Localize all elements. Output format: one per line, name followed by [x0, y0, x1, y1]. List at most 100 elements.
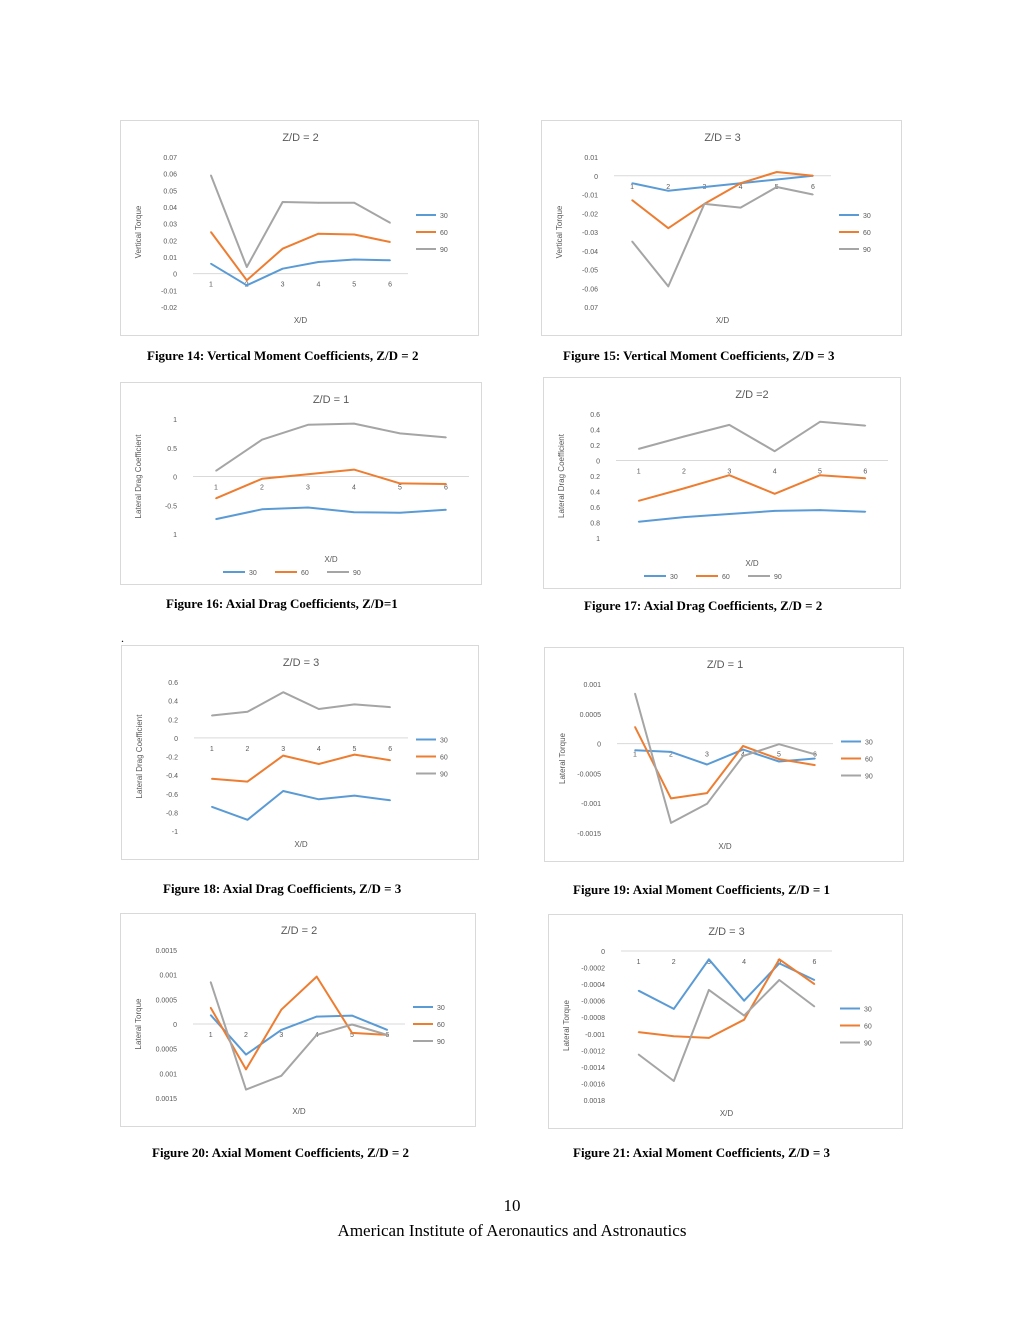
data-point-30: [245, 284, 248, 287]
y-tick-label: -0.0002: [581, 966, 605, 973]
chart-fig19: Z/D = 1 0.001 0.0005 0 -0.0005 -0.001 -0.0015 1…: [544, 647, 904, 862]
y-tick-label: -0.001: [581, 801, 601, 808]
data-point-90: [739, 206, 742, 209]
data-point-90: [703, 203, 706, 205]
x-tick-label: 6: [388, 746, 392, 753]
data-point-90: [389, 222, 391, 224]
data-point-90: [775, 186, 778, 188]
data-point-30: [386, 1029, 389, 1031]
caption-fig20: Figure 20: Axial Moment Coefficients, Z/…: [152, 1145, 410, 1160]
y-axis-title: Lateral Drag Coefficient: [135, 714, 144, 799]
chart-title: Z/D = 1: [707, 659, 743, 671]
x-tick-label: 2: [672, 959, 676, 966]
data-point-60: [351, 1032, 353, 1034]
legend-label: 30: [670, 574, 678, 581]
y-tick-label: -0.001: [585, 1032, 605, 1039]
data-point-60: [775, 171, 778, 173]
data-point-90: [353, 703, 356, 706]
legend-label: 30: [440, 738, 448, 745]
y-axis-title: Lateral Drag Coefficient: [134, 434, 143, 519]
x-tick-label: 6: [444, 485, 448, 492]
x-tick-label: 4: [317, 746, 321, 753]
data-point-90: [683, 435, 685, 438]
caption-fig17: Figure 17: Axial Drag Coefficients, Z/D …: [584, 598, 823, 613]
y-tick-label: -0.8: [166, 810, 178, 817]
y-tick-label: -0.0012: [581, 1048, 605, 1055]
x-axis-title: X/D: [718, 842, 732, 851]
data-point-90: [315, 1034, 318, 1036]
x-axis-title: X/D: [745, 559, 759, 568]
data-point-30: [445, 509, 447, 511]
y-tick-label: 0: [597, 742, 601, 749]
x-axis-title: X/D: [716, 316, 730, 325]
x-tick-label: 4: [742, 959, 746, 966]
chart-fig15: Z/D = 3 0.01 0 -0.01 -0.02 -0.03 -0.04 -0.05 -0.…: [541, 120, 902, 336]
chart-fig18-svg: Z/D = 3 0.6 0.4 0.2 0 -0.2 -0.4 -0.6 -0.8 -1 1 2 3 4 5…: [135, 657, 448, 849]
legend-label: 90: [440, 772, 448, 779]
data-point-60: [672, 1035, 675, 1038]
y-axis-title: Vertical Torque: [555, 205, 564, 258]
stray-mark: .: [121, 631, 124, 645]
y-tick-label: 1: [173, 532, 177, 539]
data-point-60: [282, 754, 284, 757]
y-tick-label: 0.8: [590, 521, 600, 528]
series-line-90: [638, 420, 866, 453]
x-tick-label: 4: [352, 485, 356, 492]
data-point-30: [864, 510, 867, 513]
y-tick-label: -0.02: [161, 305, 177, 312]
x-tick-label: 3: [707, 959, 711, 966]
legend-label: 90: [440, 247, 448, 254]
y-tick-label: -0.2: [166, 755, 178, 762]
data-point-90: [819, 420, 821, 423]
y-tick-label: 1: [596, 536, 600, 543]
data-point-90: [742, 755, 744, 757]
series-line-60: [638, 958, 815, 1039]
x-tick-label: 1: [209, 1032, 213, 1039]
series-line-30: [638, 509, 866, 523]
legend-label: 30: [437, 1005, 445, 1012]
data-point-30: [637, 989, 640, 992]
y-tick-label: 0.5: [167, 446, 177, 453]
series-line-60: [634, 726, 816, 800]
data-point-30: [210, 262, 212, 265]
legend-label: 60: [440, 755, 448, 762]
data-point-90: [778, 743, 780, 745]
data-point-90: [445, 436, 447, 439]
data-point-30: [246, 819, 249, 821]
y-tick-label: 0.0005: [580, 712, 602, 719]
y-tick-label: 0: [174, 736, 178, 743]
x-tick-label: 1: [209, 282, 213, 289]
x-axis-title: X/D: [292, 1107, 306, 1116]
x-tick-label: 1: [637, 469, 641, 476]
data-point-90: [246, 711, 249, 713]
data-point-60: [778, 958, 781, 961]
y-tick-label: -0.06: [582, 286, 598, 293]
chart-fig21-svg: Z/D = 3 0 -0.0002 -0.0004 -0.0006 -0.0008 -0.0…: [562, 926, 872, 1118]
y-tick-label: 0: [594, 174, 598, 181]
y-tick-label: -0.05: [582, 268, 598, 275]
data-point-30: [353, 794, 356, 797]
x-tick-label: 2: [244, 1032, 248, 1039]
data-point-60: [813, 983, 816, 985]
x-tick-label: 1: [214, 485, 218, 492]
chart-fig19-svg: Z/D = 1 0.001 0.0005 0 -0.0005 -0.001 -0.0015 1…: [558, 659, 873, 851]
chart-title: Z/D = 2: [281, 925, 317, 937]
x-axis-title: X/D: [294, 316, 308, 325]
legend-label: 30: [864, 1007, 872, 1014]
data-point-30: [389, 799, 391, 802]
y-tick-label: -0.0006: [581, 999, 605, 1006]
y-tick-label: -0.0015: [577, 831, 601, 838]
data-point-60: [245, 1068, 247, 1071]
y-tick-label: -0.0005: [577, 771, 601, 778]
data-point-30: [318, 798, 320, 801]
y-axis-title: Lateral Torque: [134, 998, 143, 1050]
data-point-30: [672, 1008, 675, 1010]
data-point-90: [728, 424, 731, 426]
legend-label: 30: [249, 570, 257, 577]
data-point-60: [778, 758, 780, 760]
legend-label: 90: [437, 1039, 445, 1046]
legend-label: 60: [437, 1022, 445, 1029]
data-point-60: [399, 482, 401, 485]
y-tick-label: 0.001: [159, 1071, 177, 1078]
chart-fig20: Z/D = 2 0.0015 0.001 0.0005 0 0.0005 0.001 0.00…: [120, 913, 476, 1127]
